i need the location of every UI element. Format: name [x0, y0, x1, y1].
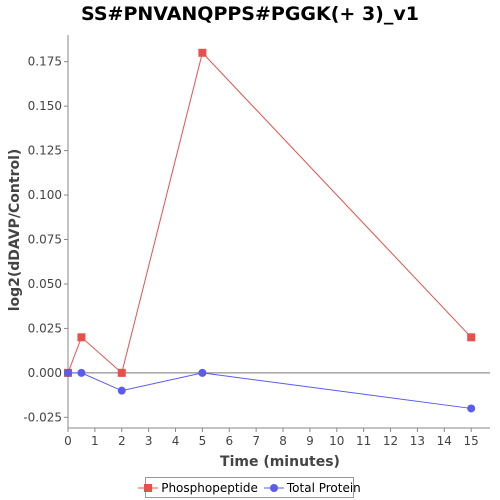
- axes: -0.025 0.000 0.025 0.050 0.075 0.100 0.125 0.15…: [23, 35, 490, 448]
- legend-label-phosphopeptide: Phosphopeptide: [161, 480, 258, 495]
- legend-item-total-protein: Total Protein: [263, 480, 361, 495]
- data-point-total-protein: [64, 368, 72, 377]
- x-tick-label: 2: [118, 434, 126, 448]
- data-point-phosphopeptide: [117, 368, 126, 377]
- x-tick-label: 3: [145, 434, 153, 448]
- x-tick-label: 10: [329, 434, 344, 448]
- legend-swatch-total-protein: [263, 483, 284, 492]
- data-point-total-protein: [77, 368, 86, 377]
- x-tick-label: 7: [252, 434, 260, 448]
- series-line-total-protein: [68, 372, 472, 409]
- series-line-phosphopeptide: [67, 51, 472, 374]
- y-tick-label: 0.075: [28, 233, 62, 247]
- y-tick-label: 0.100: [28, 188, 62, 202]
- data-point-phosphopeptide: [467, 333, 476, 342]
- x-tick-label: 6: [225, 434, 233, 448]
- y-axis-label: log2(dDAVP/Control): [7, 149, 23, 312]
- x-tick-label: 8: [279, 434, 287, 448]
- y-tick-label: -0.025: [23, 410, 62, 424]
- x-axis-label: Time (minutes): [220, 454, 340, 470]
- data-point-total-protein: [117, 386, 126, 395]
- y-tick-label: 0.000: [28, 366, 62, 380]
- y-tick-label: 0.050: [28, 277, 62, 291]
- x-tick-label: 5: [199, 434, 207, 448]
- x-tick-label: 4: [172, 434, 180, 448]
- data-point-phosphopeptide: [198, 48, 207, 57]
- x-tick-label: 1: [91, 434, 99, 448]
- x-tick-label: 12: [383, 434, 398, 448]
- x-tick-label: 11: [356, 434, 371, 448]
- data-point-total-protein: [467, 404, 476, 413]
- data-point-total-protein: [198, 368, 207, 377]
- y-tick-label: 0.025: [28, 321, 62, 335]
- x-tick-label: 0: [64, 434, 72, 448]
- y-tick-label: 0.150: [28, 99, 62, 113]
- data-point-phosphopeptide: [77, 333, 86, 342]
- legend-swatch-phosphopeptide: [138, 483, 159, 492]
- x-tick-label: 9: [306, 434, 314, 448]
- legend-label-total-protein: Total Protein: [286, 480, 361, 495]
- x-tick-label: 15: [464, 434, 479, 448]
- legend-item-phosphopeptide: Phosphopeptide: [138, 481, 258, 495]
- x-tick-label: 14: [437, 434, 452, 448]
- y-tick-label: 0.125: [28, 144, 62, 158]
- x-tick-label: 13: [410, 434, 425, 448]
- legend: Phosphopeptide Total Protein: [138, 477, 361, 498]
- series-layer: [64, 48, 476, 413]
- y-tick-label: 0.175: [28, 55, 62, 69]
- chart-title: SS#PNVANQPPS#PGGK(+ 3)_v1: [81, 3, 419, 25]
